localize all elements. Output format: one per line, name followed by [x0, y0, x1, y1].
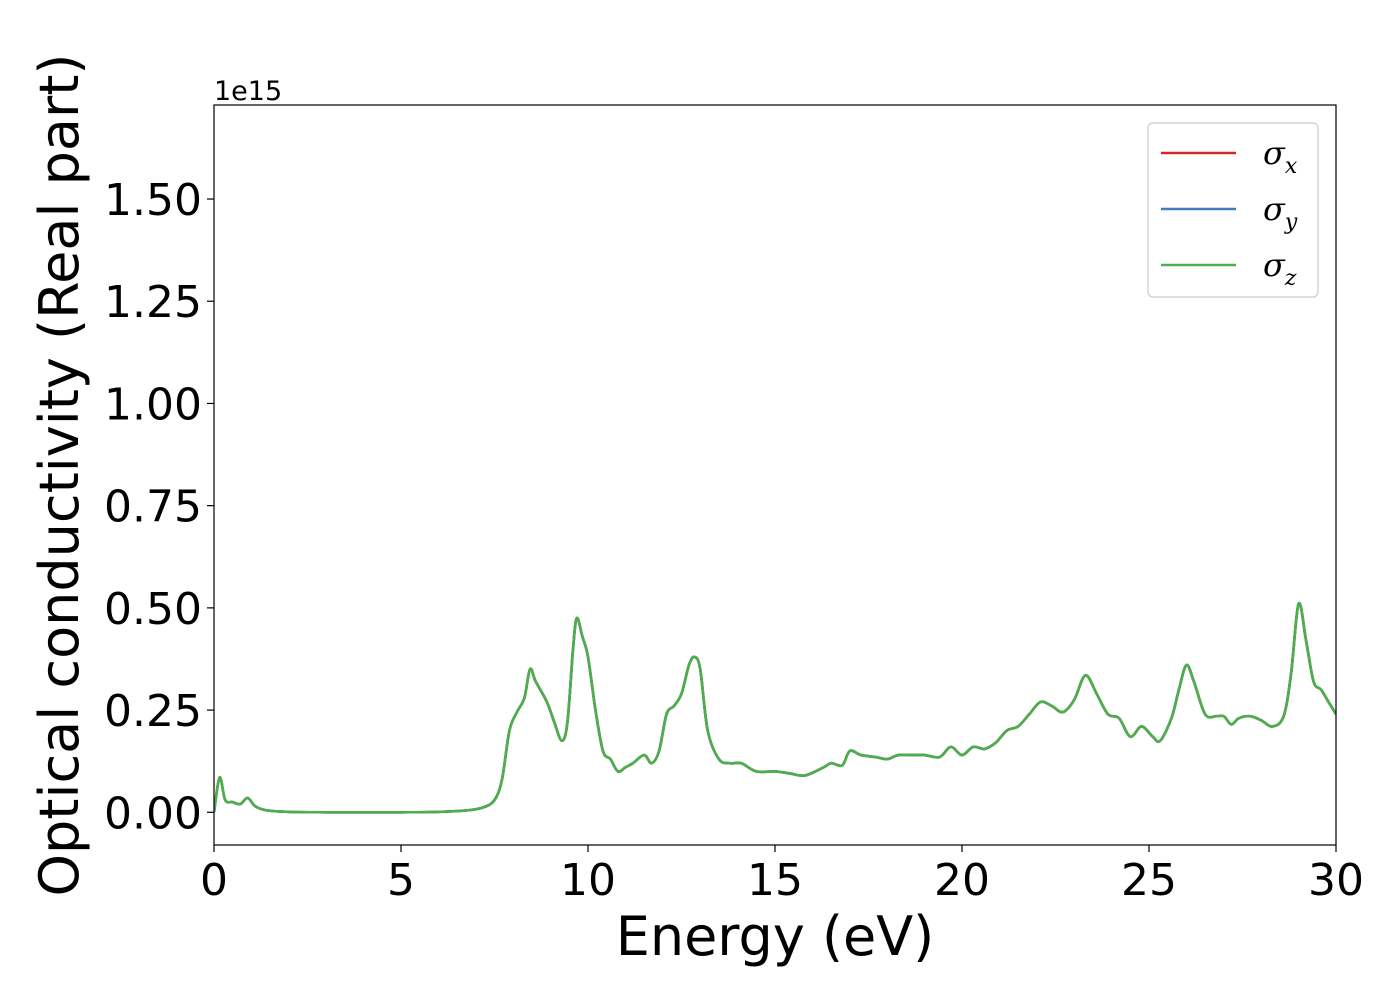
- legend-label: σz: [1263, 246, 1297, 291]
- y-tick-label: 0.50: [104, 584, 202, 635]
- x-tick-label: 25: [1121, 855, 1177, 906]
- y-tick-label: 1.50: [104, 175, 202, 226]
- legend-label: σx: [1263, 134, 1298, 179]
- legend: σx σy σz: [1147, 122, 1319, 298]
- x-tick-label: 20: [934, 855, 990, 906]
- x-tick-label: 10: [560, 855, 616, 906]
- y-tick-label: 0.75: [104, 482, 202, 533]
- y-offset-label: 1e15: [214, 76, 282, 107]
- x-axis-title: Energy (eV): [616, 905, 935, 968]
- y-axis-title: Optical conductivity (Real part): [28, 54, 91, 897]
- y-tick-label: 0.00: [104, 788, 202, 839]
- x-tick-label: 30: [1308, 855, 1364, 906]
- series-line-1: [214, 601, 1336, 814]
- y-tick-label: 0.25: [104, 686, 202, 737]
- ticks-layer: 0 5 10 15 20 25 30 0.00 0.25 0.50 0.75 1.00 1.25 1.50: [104, 175, 1364, 906]
- series-line-3: [214, 601, 1336, 814]
- y-tick-label: 1.00: [104, 379, 202, 430]
- x-tick-label: 5: [387, 855, 415, 906]
- y-tick-label: 1.25: [104, 277, 202, 328]
- series-layer: [214, 601, 1336, 814]
- x-tick-label: 0: [200, 855, 228, 906]
- series-line-2: [214, 601, 1336, 814]
- x-tick-label: 15: [747, 855, 803, 906]
- legend-label: σy: [1263, 190, 1298, 235]
